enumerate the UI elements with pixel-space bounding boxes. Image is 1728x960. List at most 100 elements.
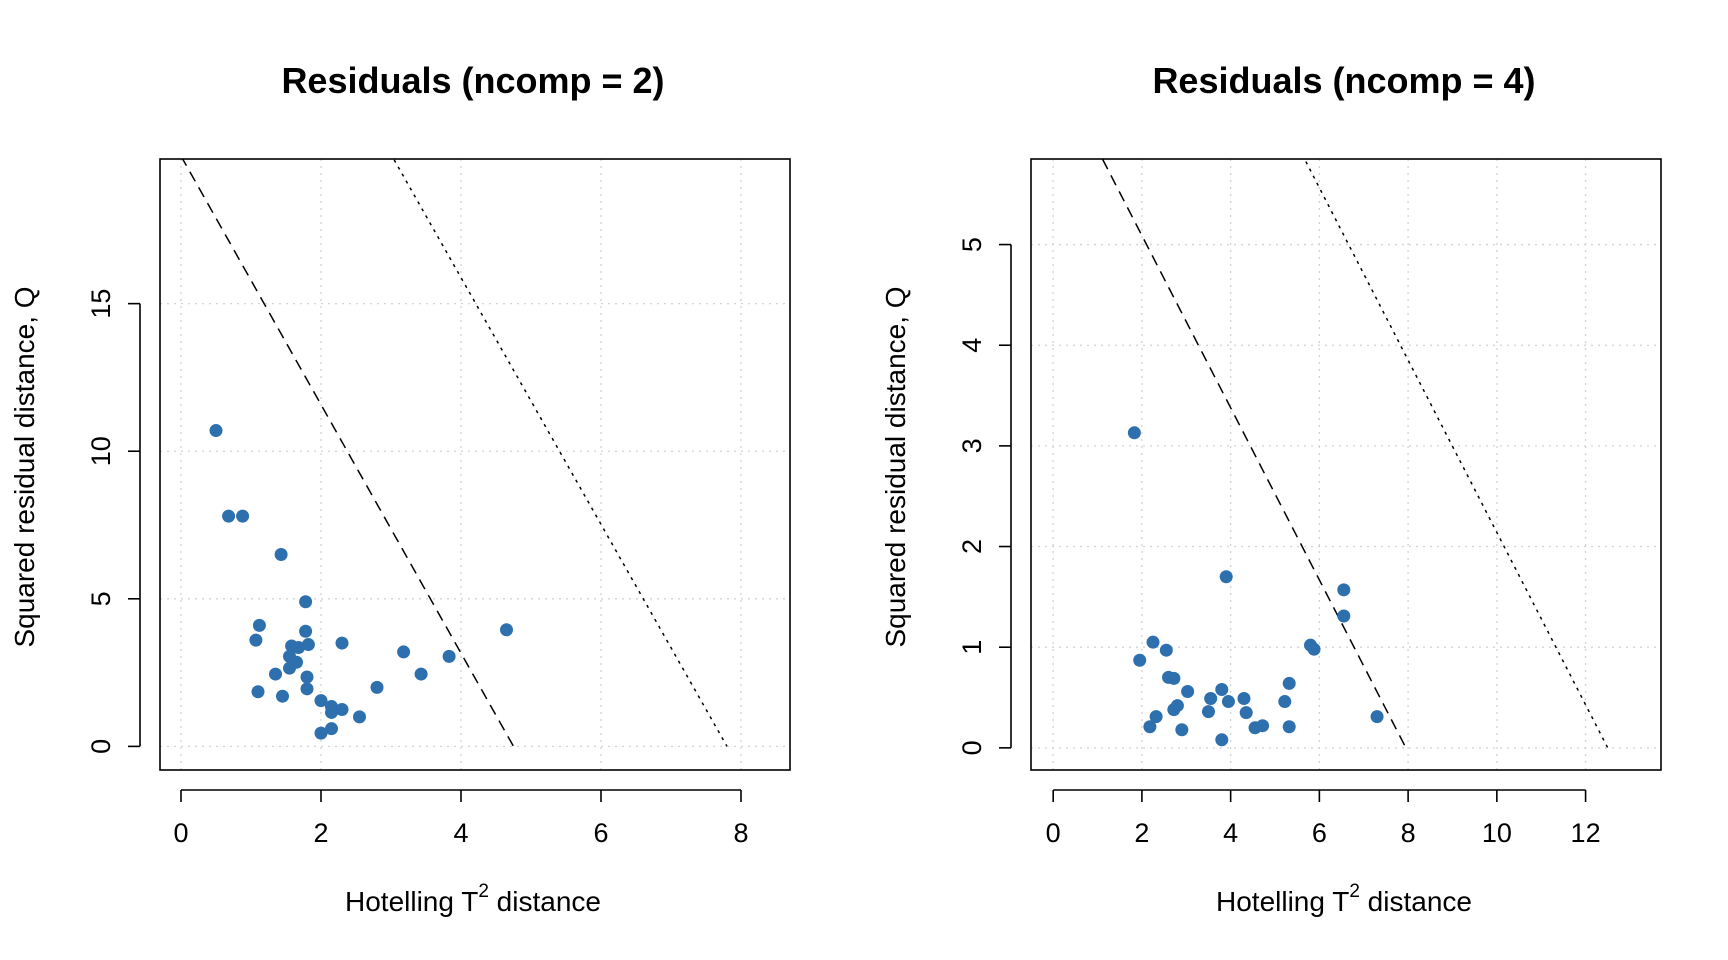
data-point [1143,720,1157,734]
y-axis [999,243,1012,749]
x-tick-label: 2 [313,818,328,848]
y-tick-label: 3 [957,438,987,453]
y-tick-label: 0 [957,740,987,755]
data-point [1237,692,1251,706]
data-point [292,641,306,655]
data-point [1167,671,1181,685]
data-point [442,649,456,663]
x-axis [1052,789,1587,802]
chart-title: Residuals (ncomp = 2) [281,60,664,101]
x-axis-label-superscript: 2 [1349,881,1360,902]
y-axis [128,302,141,748]
data-point [1149,710,1163,724]
data-point [1248,721,1262,735]
data-points [1127,426,1384,747]
data-point [1146,635,1160,649]
x-tick-label: 8 [733,818,748,848]
data-point [500,623,513,637]
y-tick-label: 4 [957,338,987,353]
data-point [1215,733,1229,747]
data-point [1337,609,1351,623]
data-point [314,694,328,708]
chart-panel-ncomp-4: Residuals (ncomp = 4) Hotelling T2 dista… [880,60,1662,917]
data-point [325,722,338,736]
x-axis-label: Hotelling T2 distance [345,881,601,917]
data-point [370,680,384,694]
data-point [1307,642,1321,656]
data-point [1159,643,1173,657]
data-point [314,726,328,740]
data-point [276,689,289,703]
y-tick-label: 2 [957,539,987,554]
data-point [325,705,338,719]
x-tick-label: 2 [1134,818,1149,848]
x-axis [180,789,742,802]
data-point [414,667,428,681]
plot-frame [1030,158,1662,771]
data-point [397,645,411,659]
x-tick-label: 6 [593,818,608,848]
data-point [1204,692,1218,706]
data-point [283,661,296,675]
data-point [335,702,349,716]
data-point [1201,705,1215,719]
x-tick-label: 8 [1401,818,1416,848]
x-tick-label: 0 [173,818,188,848]
x-axis-label-main: Hotelling T [345,886,478,917]
y-tick-label: 5 [957,237,987,252]
y-tick-label: 10 [86,436,116,466]
plot-frame [159,158,791,771]
x-tick-label: 10 [1482,818,1512,848]
data-points [209,424,513,740]
limit-lines [181,159,728,747]
data-point [1370,710,1384,724]
data-point [1133,653,1147,667]
data-point [1282,720,1296,734]
y-tick-label: 0 [86,739,116,754]
data-point [1278,695,1292,709]
data-point [353,710,366,724]
data-point [1282,676,1296,690]
x-tick-label: 0 [1046,818,1061,848]
y-axis-label: Squared residual distance, Q [9,286,40,647]
dotted-limit-line [1303,159,1609,749]
dashed-limit-line [1101,159,1407,749]
data-point [251,685,265,699]
data-point [274,548,288,562]
chart-panel-ncomp-2: Residuals (ncomp = 2) Hotelling T2 dista… [9,60,791,917]
data-point [299,624,313,638]
data-point [1181,684,1195,698]
data-point [1239,706,1253,720]
chart-title: Residuals (ncomp = 4) [1152,60,1535,101]
data-point [1337,583,1351,597]
x-tick-label: 4 [453,818,468,848]
x-tick-label: 12 [1571,818,1601,848]
y-tick-label: 15 [86,289,116,319]
grid [160,159,790,770]
data-point [1167,703,1181,717]
data-point [300,682,314,696]
data-point [249,633,263,647]
dotted-limit-line [392,159,728,747]
y-tick-label: 1 [957,640,987,655]
y-tick-label: 5 [86,591,116,606]
data-point [299,595,313,609]
x-tick-label: 6 [1312,818,1327,848]
data-point [1219,570,1233,584]
data-point [1127,426,1141,440]
x-axis-label-suffix: distance [1360,886,1472,917]
data-point [1175,723,1189,737]
x-axis-label-main: Hotelling T [1216,886,1349,917]
limit-lines [1101,159,1609,749]
x-tick-label: 4 [1223,818,1238,848]
data-point [222,509,236,523]
data-point [269,667,282,681]
x-axis-label-suffix: distance [489,886,601,917]
x-axis-label-superscript: 2 [478,881,489,902]
data-point [252,618,266,632]
y-axis-label: Squared residual distance, Q [880,286,911,647]
data-point [209,424,223,438]
data-point [1215,682,1229,696]
